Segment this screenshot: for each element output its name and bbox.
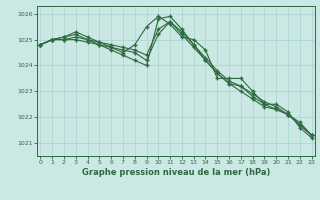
X-axis label: Graphe pression niveau de la mer (hPa): Graphe pression niveau de la mer (hPa) bbox=[82, 168, 270, 177]
